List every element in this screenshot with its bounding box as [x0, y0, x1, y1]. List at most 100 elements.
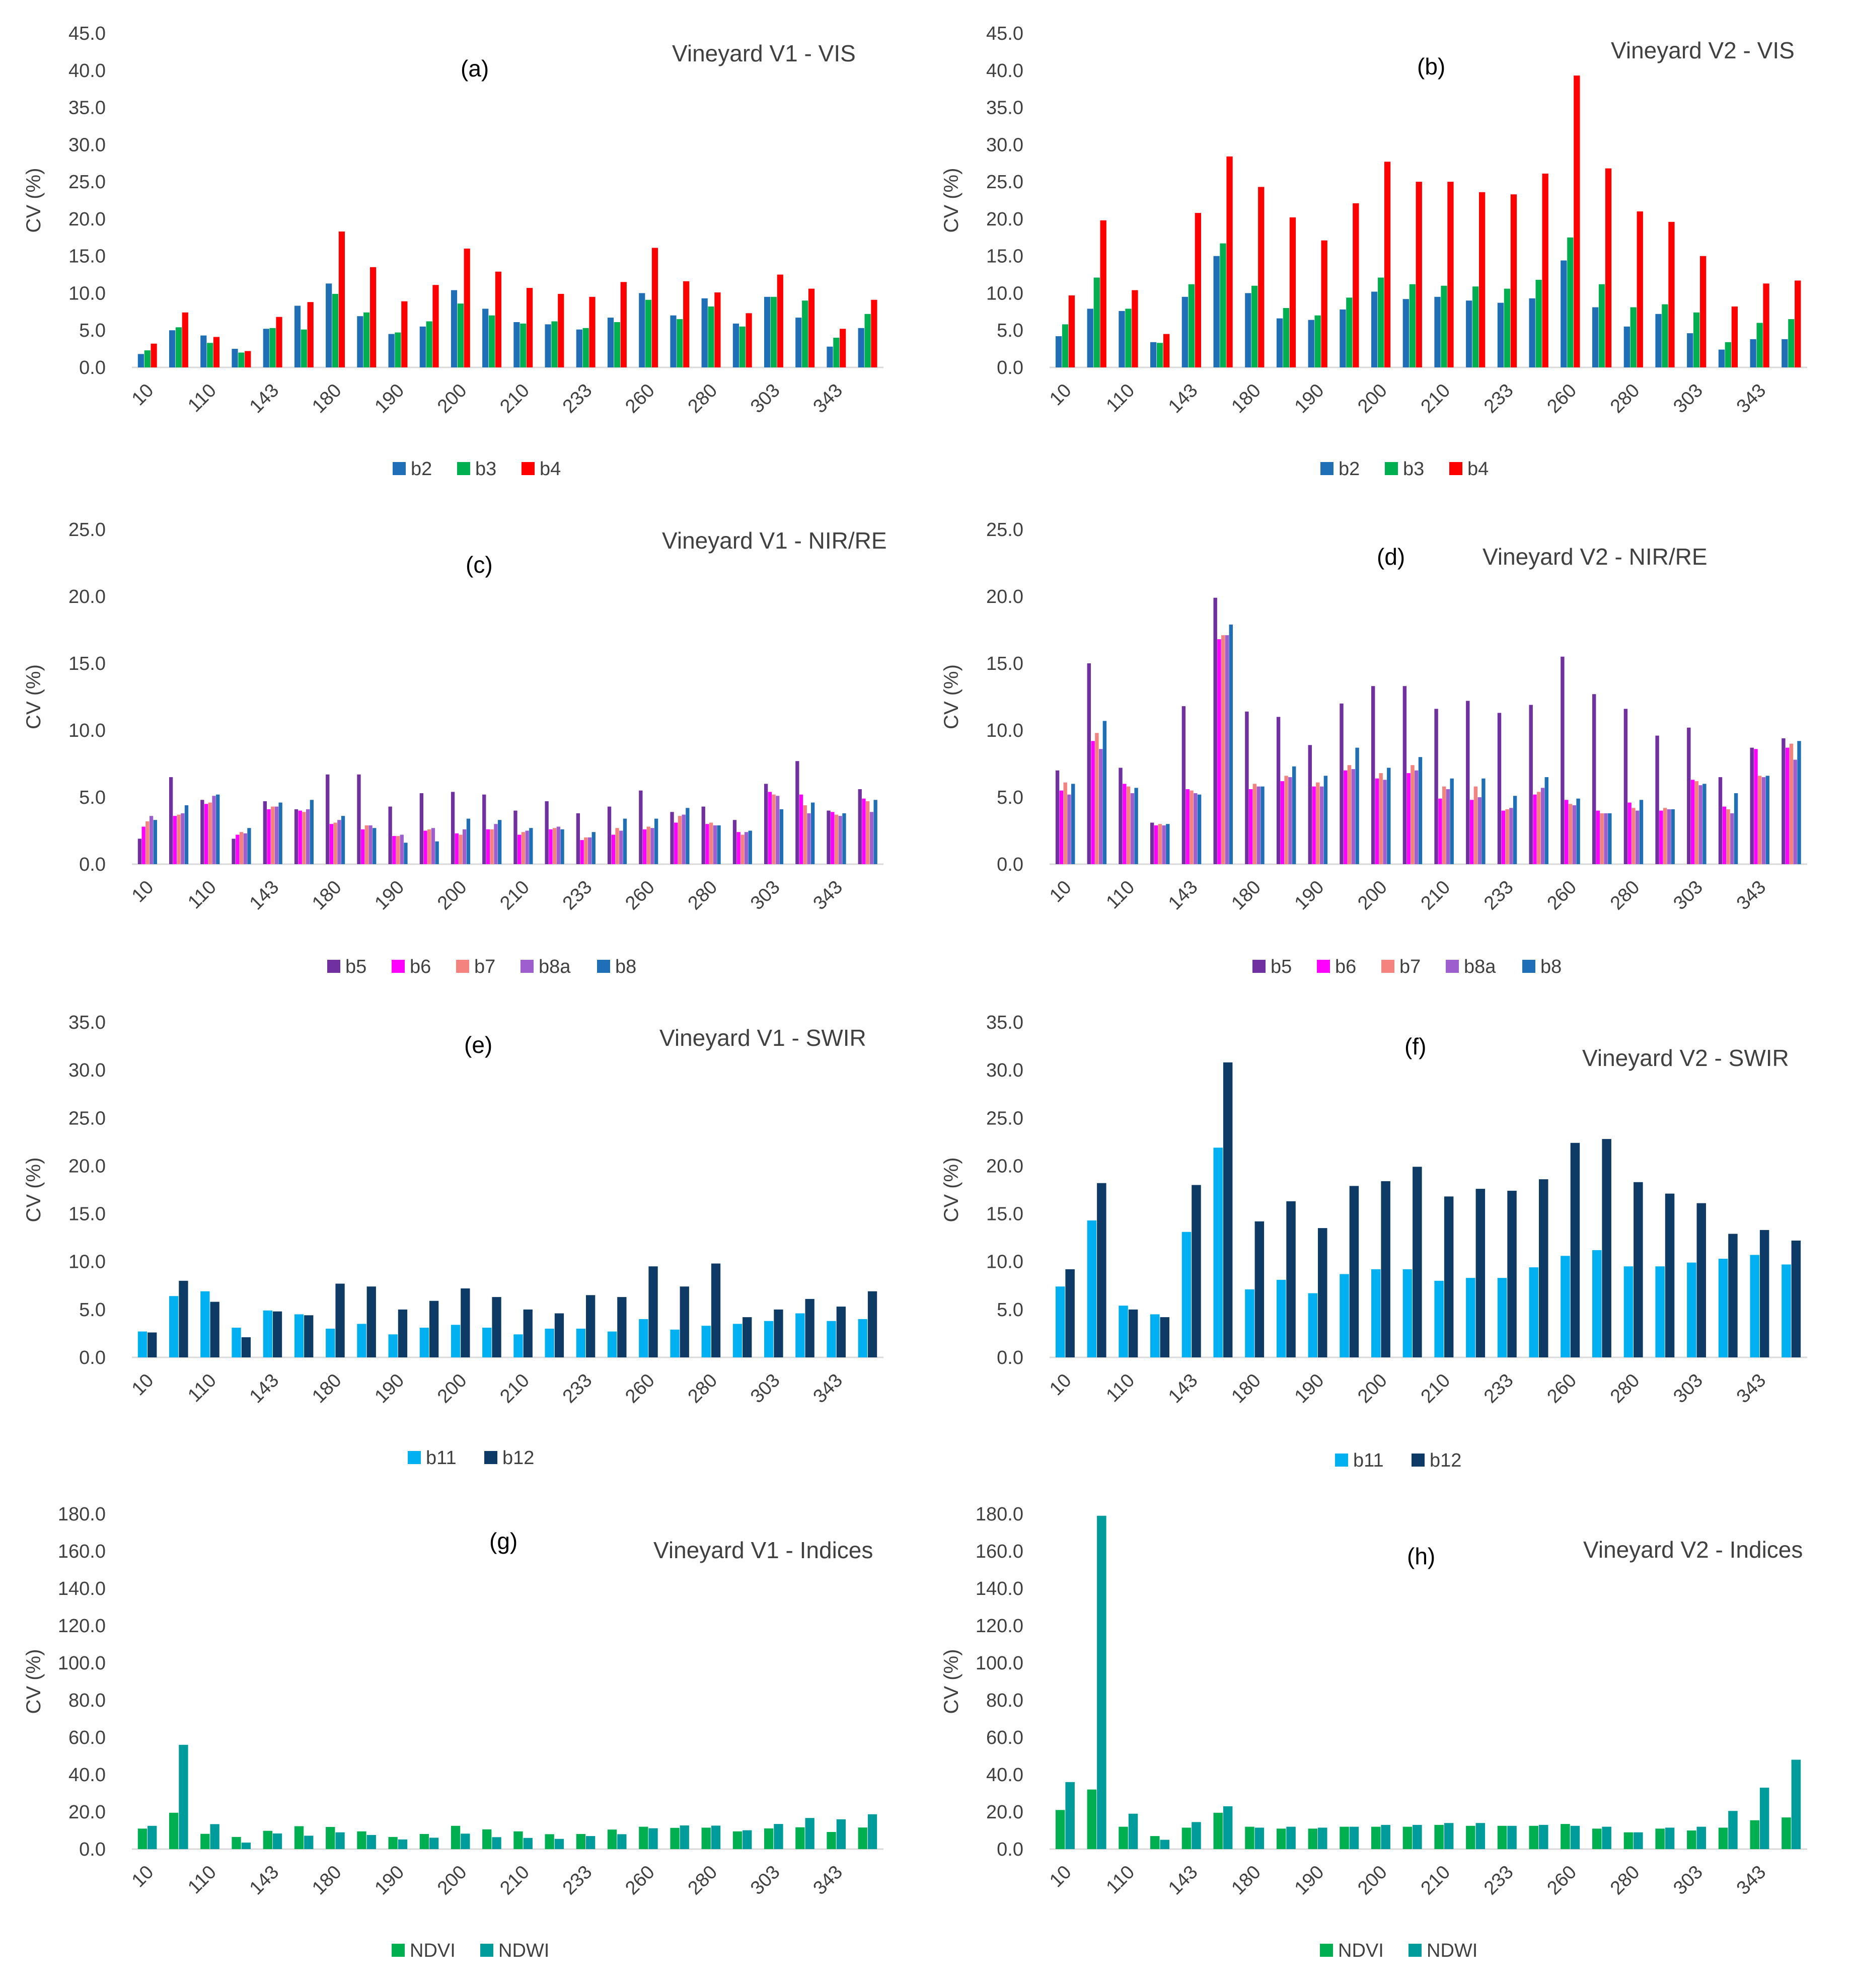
bar-b11-10 — [419, 1328, 429, 1357]
y-axis-label: CV (%) — [940, 168, 962, 233]
bar-b8a-22 — [807, 813, 811, 864]
x-tick-label: 260 — [1543, 380, 1581, 418]
y-tick-label: 0.0 — [997, 1347, 1023, 1368]
x-tick-label: 190 — [1291, 380, 1328, 418]
bar-b8-9 — [1323, 776, 1328, 864]
bar-b7-17 — [646, 826, 650, 864]
bar-b3-24 — [864, 314, 871, 367]
bar-b3-14 — [551, 321, 558, 367]
bar-b8a-9 — [400, 834, 404, 864]
bar-b3-14 — [1472, 286, 1479, 367]
y-tick-label: 10.0 — [68, 720, 106, 741]
legend-label-b8a: b8a — [539, 956, 571, 977]
bar-b7-10 — [427, 829, 431, 864]
bar-b3-21 — [770, 296, 777, 367]
x-tick-label: 210 — [1417, 1370, 1455, 1408]
y-tick-label: 10.0 — [986, 283, 1023, 304]
bar-b8-7 — [341, 816, 345, 864]
bar-NDVI-10 — [419, 1834, 429, 1849]
chart-title: Vineyard V1 - SWIR — [659, 1025, 866, 1051]
bar-b4-1 — [1068, 295, 1075, 367]
bar-b8-10 — [435, 841, 439, 864]
bar-b8a-12 — [1415, 770, 1419, 864]
bar-b11-4 — [232, 1328, 241, 1357]
bar-b3-1 — [144, 350, 151, 367]
bar-b8-13 — [529, 828, 533, 864]
bar-b4-18 — [683, 281, 690, 367]
bar-b8a-22 — [1730, 813, 1734, 864]
chart-panel-a: 0.0 5.0 10.0 15.0 20.0 25.0 30.0 35.0 40.0 45.0 CV… — [23, 23, 883, 480]
bar-b7-20 — [1663, 808, 1667, 864]
bar-b7-18 — [678, 816, 682, 864]
x-tick-label: 210 — [496, 1862, 534, 1899]
chart-panel-d: 0.0 5.0 10.0 15.0 20.0 25.0 CV (%) 10 110 143 180 1… — [940, 519, 1807, 977]
bar-b6-11 — [1375, 778, 1379, 864]
bar-b6-24 — [1786, 747, 1790, 864]
bar-NDVI-14 — [1466, 1825, 1475, 1850]
bar-b8a-2 — [181, 813, 185, 864]
bar-b11-15 — [1497, 1278, 1507, 1357]
bar-b5-13 — [513, 810, 517, 864]
bar-NDVI-2 — [1087, 1789, 1097, 1849]
bar-b12-4 — [241, 1337, 251, 1357]
x-tick-label: 180 — [1227, 877, 1265, 914]
legend-label-b2: b2 — [1339, 458, 1360, 480]
bar-b4-17 — [1574, 75, 1580, 368]
bar-b12-11 — [461, 1288, 470, 1357]
bar-NDVI-9 — [388, 1837, 398, 1849]
bar-NDWI-13 — [1444, 1823, 1454, 1849]
bar-NDVI-24 — [858, 1827, 867, 1849]
bar-NDVI-12 — [1402, 1826, 1413, 1849]
bar-b3-5 — [1188, 284, 1195, 367]
bar-NDWI-15 — [586, 1836, 596, 1849]
bar-b5-9 — [388, 806, 392, 864]
bar-b2-7 — [326, 283, 332, 367]
bar-b12-14 — [1475, 1189, 1486, 1357]
bar-b12-6 — [304, 1315, 314, 1357]
bar-b5-11 — [1371, 686, 1375, 864]
x-tick-label: 280 — [1606, 1370, 1644, 1408]
bar-b4-10 — [432, 285, 439, 367]
bar-b11-20 — [1655, 1266, 1665, 1357]
y-tick-label: 60.0 — [68, 1727, 106, 1748]
bar-b3-17 — [645, 299, 652, 367]
legend-swatch-NDVI — [1320, 1944, 1333, 1957]
bar-b11-10 — [1340, 1274, 1349, 1357]
legend-swatch-b2 — [393, 462, 406, 475]
bar-b6-21 — [768, 792, 772, 864]
bar-b8-17 — [1576, 798, 1580, 864]
y-tick-label: 5.0 — [997, 320, 1023, 341]
bar-b8-3 — [216, 794, 220, 864]
bar-b11-17 — [639, 1319, 648, 1357]
bar-b8a-17 — [1572, 805, 1576, 864]
bar-b6-8 — [1280, 781, 1284, 864]
y-tick-label: 35.0 — [986, 98, 1023, 119]
bar-NDWI-14 — [1475, 1823, 1486, 1849]
bar-b3-13 — [520, 323, 527, 367]
chart-title: Vineyard V2 - Indices — [1583, 1537, 1803, 1563]
bar-b2-19 — [1623, 326, 1630, 367]
bar-b8-6 — [1229, 624, 1233, 864]
bar-b12-18 — [1602, 1139, 1611, 1357]
x-tick-label: 10 — [128, 1862, 158, 1892]
bar-b8-1 — [153, 820, 157, 864]
bar-b12-16 — [617, 1297, 627, 1357]
bar-b8-23 — [1765, 776, 1769, 864]
bar-b3-19 — [1630, 307, 1637, 367]
legend-swatch-b8a — [1446, 960, 1459, 973]
x-tick-label: 260 — [621, 1862, 659, 1899]
chart-panel-b: 0.0 5.0 10.0 15.0 20.0 25.0 30.0 35.0 40.0 45.0 CV… — [940, 23, 1807, 480]
y-axis-label: CV (%) — [940, 664, 962, 729]
x-tick-label: 143 — [1164, 1370, 1202, 1408]
bar-NDVI-21 — [1687, 1830, 1696, 1849]
y-tick-label: 15.0 — [986, 246, 1023, 267]
bar-b4-16 — [620, 282, 627, 367]
legend-label-b7: b7 — [1399, 956, 1421, 977]
bar-b4-1 — [151, 343, 157, 367]
bar-b6-21 — [1690, 780, 1695, 864]
bar-b5-21 — [764, 784, 768, 864]
bar-b8a-10 — [431, 828, 435, 864]
bar-b6-11 — [455, 833, 459, 864]
bar-b3-15 — [1504, 288, 1511, 367]
